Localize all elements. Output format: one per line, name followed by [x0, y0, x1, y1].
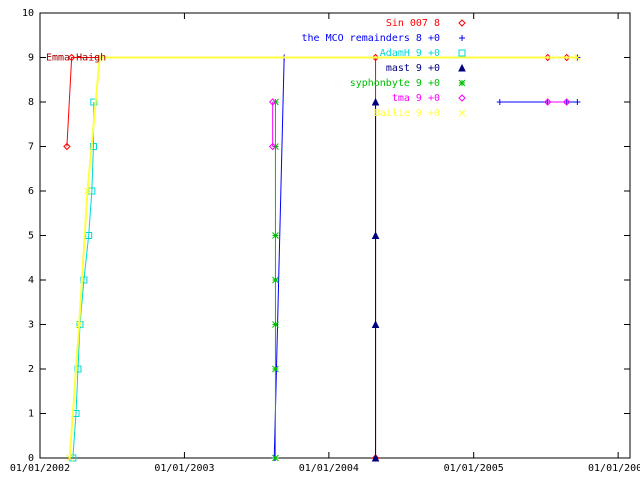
marker	[69, 454, 77, 462]
x-tick-label: 01/01/2003	[154, 463, 214, 474]
marker	[371, 320, 380, 328]
series-line	[72, 101, 95, 459]
marker	[90, 98, 98, 106]
y-tick-label: 4	[28, 275, 34, 286]
y-tick-label: 10	[22, 8, 34, 19]
marker	[458, 49, 466, 57]
marker	[272, 321, 279, 328]
y-tick-label: 8	[28, 97, 34, 108]
marker	[84, 187, 91, 195]
marker	[458, 94, 466, 102]
marker	[85, 232, 93, 239]
marker	[371, 453, 380, 462]
marker	[268, 142, 277, 151]
marker	[75, 321, 83, 328]
marker	[66, 454, 74, 462]
x-tick-label: 01/01/2006	[588, 463, 640, 474]
y-tick-label: 5	[28, 231, 34, 242]
series	[66, 54, 581, 462]
y-tick-label: 6	[28, 186, 34, 197]
x-tick-label: 01/01/2004	[299, 463, 359, 474]
legend-label: AdamH 9 +0	[380, 48, 440, 59]
series	[371, 63, 466, 462]
marker	[371, 97, 380, 106]
marker	[272, 454, 279, 462]
marker	[272, 232, 279, 239]
marker	[268, 98, 277, 106]
series	[69, 49, 466, 462]
legend-label: the MCO remainders 8 +0	[302, 33, 440, 44]
marker	[574, 54, 581, 61]
marker	[459, 35, 465, 41]
x-tick-label: 01/01/2002	[10, 463, 70, 474]
x-tick-label: 01/01/2005	[444, 463, 504, 474]
marker	[89, 143, 97, 150]
y-tick-label: 2	[28, 364, 34, 375]
legend-label: syphonbyte 9 +0	[350, 78, 440, 89]
marker	[67, 53, 76, 62]
y-tick-label: 0	[28, 453, 34, 464]
marker	[458, 109, 466, 117]
marker	[272, 276, 279, 284]
legend-label: Sin 007 8	[386, 18, 440, 29]
annotation: Emma Haigh	[46, 53, 106, 64]
y-tick-label: 3	[28, 320, 34, 331]
marker	[458, 19, 466, 27]
marker	[371, 231, 380, 239]
marker	[458, 79, 466, 87]
marker	[63, 142, 71, 151]
marker	[272, 365, 279, 373]
series	[268, 94, 571, 151]
legend-label: tma 9 +0	[392, 93, 440, 104]
legend-label: mast 9 +0	[386, 63, 440, 74]
legend-label: Bailie 9 +0	[374, 108, 440, 119]
y-tick-label: 7	[28, 142, 34, 153]
marker	[562, 98, 571, 106]
marker	[458, 63, 466, 72]
marker	[574, 99, 581, 105]
y-tick-label: 1	[28, 409, 34, 420]
marker	[76, 321, 84, 328]
marker	[543, 98, 552, 106]
y-tick-label: 9	[28, 53, 34, 64]
marker	[496, 99, 503, 105]
marker	[96, 54, 104, 61]
